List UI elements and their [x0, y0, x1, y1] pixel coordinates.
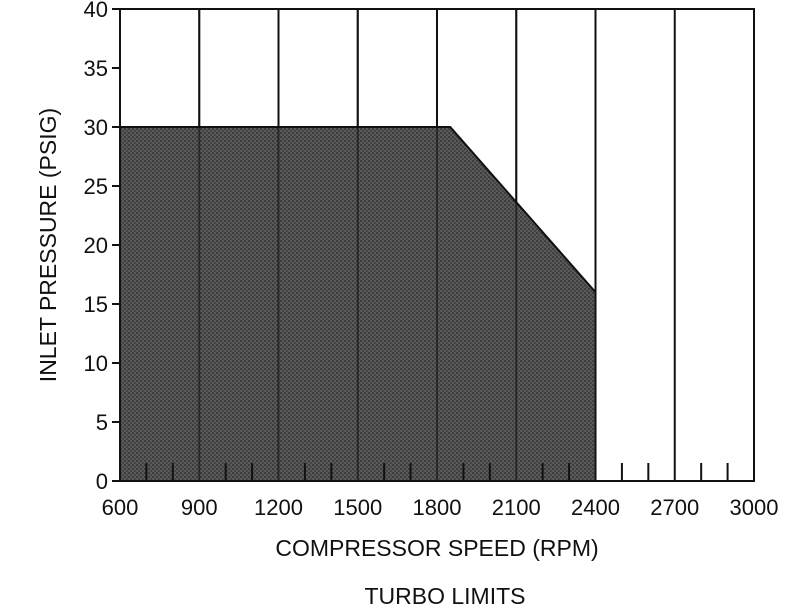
y-tick-label: 15 [84, 292, 108, 317]
y-tick-label: 30 [84, 115, 108, 140]
x-tick-label: 600 [102, 495, 139, 520]
y-tick-label: 5 [96, 410, 108, 435]
y-tick-label: 40 [84, 0, 108, 22]
y-tick-label: 25 [84, 174, 108, 199]
x-tick-label: 900 [181, 495, 218, 520]
x-tick-label: 1500 [333, 495, 382, 520]
x-tick-label: 3000 [730, 495, 779, 520]
x-tick-label: 2400 [571, 495, 620, 520]
y-tick-label: 10 [84, 351, 108, 376]
x-tick-label: 2700 [650, 495, 699, 520]
y-tick-label: 35 [84, 56, 108, 81]
chart-caption: TURBO LIMITS [364, 583, 525, 609]
operating-region [119, 9, 597, 482]
x-tick-label: 1200 [254, 495, 303, 520]
x-axis-title: COMPRESSOR SPEED (RPM) [275, 535, 598, 561]
x-tick-label: 1800 [413, 495, 462, 520]
x-tick-labels: 600 900 1200 1500 1800 2100 2400 2700 3000 [102, 495, 779, 520]
y-axis-title: INLET PRESSURE (PSIG) [35, 108, 61, 382]
x-tick-label: 2100 [492, 495, 541, 520]
y-tick-label: 20 [84, 233, 108, 258]
y-tick-labels: 0 5 10 15 20 25 30 35 40 [84, 0, 120, 494]
y-tick-label: 0 [96, 469, 108, 494]
minor-ticks [145, 463, 729, 481]
